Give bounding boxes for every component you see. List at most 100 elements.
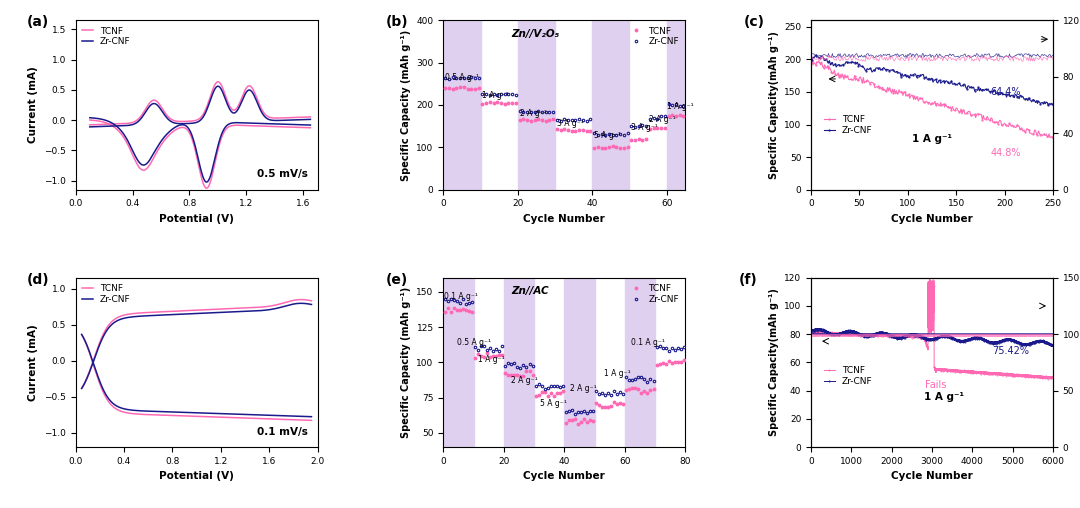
TCNF [657, 360, 670, 366]
Zr-CNF [565, 117, 578, 123]
Line: Zr-CNF: Zr-CNF [90, 86, 310, 127]
Legend: TCNF, Zr-CNF: TCNF, Zr-CNF [821, 362, 876, 390]
Zr-CNF [171, 120, 184, 126]
Zr-CNF [457, 296, 470, 302]
Zr-CNF [305, 301, 318, 307]
Text: (b): (b) [386, 15, 408, 29]
Bar [666, 20, 686, 189]
Line: TCNF: TCNF [812, 60, 1053, 138]
TCNF [895, 333, 908, 339]
Zr-CNF [861, 334, 874, 340]
TCNF [447, 305, 460, 311]
TCNF [905, 92, 918, 98]
TCNF [595, 145, 608, 151]
Bar [592, 20, 630, 189]
TCNF [1044, 376, 1057, 382]
Zr-CNF [212, 83, 225, 89]
Zr-CNF [295, 300, 308, 306]
Zr-CNF [946, 81, 959, 87]
TCNF [212, 79, 225, 85]
Line: Zr-CNF: Zr-CNF [444, 298, 685, 415]
Legend: TCNF, Zr-CNF: TCNF, Zr-CNF [629, 25, 680, 48]
Text: 5 A g⁻¹: 5 A g⁻¹ [540, 399, 567, 408]
Text: 0.1 mV/s: 0.1 mV/s [257, 427, 308, 437]
TCNF [677, 357, 690, 363]
TCNF [861, 333, 874, 339]
TCNF [103, 321, 116, 327]
Text: 1 A g⁻¹: 1 A g⁻¹ [483, 91, 509, 101]
TCNF [242, 305, 255, 311]
Zr-CNF [906, 72, 919, 78]
Zr-CNF [498, 90, 511, 97]
TCNF [166, 308, 179, 314]
X-axis label: Potential (V): Potential (V) [159, 214, 234, 224]
Zr-CNF [244, 87, 257, 93]
TCNF [438, 85, 451, 91]
Line: TCNF: TCNF [90, 82, 310, 125]
Line: TCNF: TCNF [811, 277, 1053, 379]
Text: 1 A g⁻¹: 1 A g⁻¹ [604, 369, 631, 378]
TCNF [295, 297, 308, 303]
Zr-CNF [166, 311, 179, 318]
Text: 0.1 A g⁻¹: 0.1 A g⁻¹ [631, 338, 664, 347]
TCNF [303, 114, 316, 120]
Bar [564, 278, 595, 447]
Zr-CNF [677, 103, 690, 109]
TCNF [598, 404, 611, 410]
Text: (d): (d) [27, 273, 50, 287]
Text: 2 A g⁻¹: 2 A g⁻¹ [519, 109, 546, 118]
Line: Zr-CNF: Zr-CNF [82, 303, 311, 389]
TCNF [305, 298, 318, 304]
TCNF [156, 105, 168, 111]
Text: 0.5 A g⁻¹: 0.5 A g⁻¹ [445, 73, 480, 82]
TCNF [586, 418, 599, 424]
TCNF [651, 124, 664, 131]
TCNF [244, 83, 257, 89]
TCNF [902, 91, 915, 97]
Bar [443, 278, 473, 447]
Text: 3 A g⁻¹: 3 A g⁻¹ [557, 118, 583, 128]
Zr-CNF [913, 333, 926, 339]
TCNF [241, 305, 254, 311]
Text: Fails: Fails [924, 380, 946, 390]
Zr-CNF [303, 116, 316, 122]
Zr-CNF [1038, 99, 1051, 105]
Zr-CNF [590, 388, 603, 394]
TCNF [846, 76, 859, 82]
Text: 1 A g⁻¹: 1 A g⁻¹ [924, 392, 964, 402]
Zr-CNF [805, 328, 818, 334]
TCNF [1047, 135, 1059, 141]
Zr-CNF [543, 109, 556, 115]
Zr-CNF [464, 74, 477, 80]
Y-axis label: Specific Capacity(mAh g⁻¹): Specific Capacity(mAh g⁻¹) [769, 289, 779, 436]
Zr-CNF [895, 334, 908, 340]
Zr-CNF [150, 312, 163, 319]
Text: 0.5 A g⁻¹: 0.5 A g⁻¹ [457, 338, 491, 347]
Zr-CNF [1042, 102, 1055, 108]
TCNF [543, 117, 556, 123]
TCNF [219, 306, 232, 312]
Zr-CNF [863, 333, 876, 339]
Text: 75.42%: 75.42% [993, 346, 1029, 356]
Zr-CNF [903, 73, 916, 79]
Bar [625, 278, 656, 447]
Legend: TCNF, Zr-CNF: TCNF, Zr-CNF [629, 282, 680, 306]
Zr-CNF [651, 116, 664, 122]
Text: 2 A g⁻¹: 2 A g⁻¹ [649, 115, 675, 124]
Bar [503, 278, 534, 447]
TCNF [972, 111, 985, 117]
Text: Zn//AC: Zn//AC [511, 286, 549, 296]
TCNF [76, 385, 89, 391]
Text: Zn//V₂O₅: Zn//V₂O₅ [511, 29, 559, 39]
Zr-CNF [598, 132, 611, 138]
TCNF [862, 332, 875, 338]
Zr-CNF [973, 88, 986, 94]
Line: Zr-CNF: Zr-CNF [812, 54, 1053, 106]
Y-axis label: Current (mA): Current (mA) [28, 324, 39, 401]
Zr-CNF [438, 75, 451, 81]
Zr-CNF [1044, 342, 1057, 348]
Bar [443, 20, 481, 189]
Legend: TCNF, Zr-CNF: TCNF, Zr-CNF [80, 25, 133, 48]
Y-axis label: Specific Capacity (mAh g⁻¹): Specific Capacity (mAh g⁻¹) [401, 287, 410, 438]
TCNF [171, 118, 184, 124]
